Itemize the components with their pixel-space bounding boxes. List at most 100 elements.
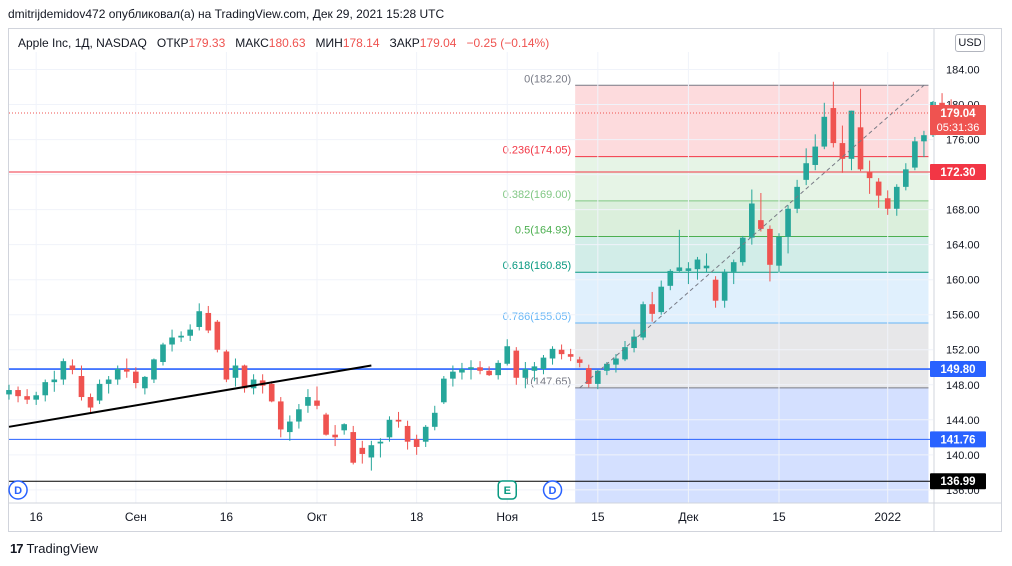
candle-body[interactable]	[531, 366, 538, 371]
candle-body[interactable]	[558, 349, 565, 355]
candle-body[interactable]	[749, 203, 755, 238]
candle-body[interactable]	[296, 409, 302, 422]
candle-body[interactable]	[123, 369, 130, 372]
candle-body[interactable]	[658, 286, 665, 313]
candle-body[interactable]	[178, 335, 184, 338]
candle-body[interactable]	[513, 350, 520, 378]
candle-body[interactable]	[912, 141, 918, 168]
candle-body[interactable]	[595, 370, 601, 384]
candle-body[interactable]	[151, 359, 157, 380]
candle-body[interactable]	[277, 401, 284, 430]
candle-body[interactable]	[413, 439, 420, 447]
candle-body[interactable]	[323, 414, 329, 435]
candle-body[interactable]	[703, 265, 710, 269]
candle-body[interactable]	[232, 365, 239, 378]
candle-body[interactable]	[694, 259, 701, 270]
candle-body[interactable]	[767, 228, 773, 265]
candle-body[interactable]	[15, 390, 21, 397]
candle-body[interactable]	[839, 143, 846, 159]
candle-body[interactable]	[341, 424, 347, 431]
candle-body[interactable]	[60, 361, 67, 380]
candle-body[interactable]	[730, 262, 737, 272]
candle-body[interactable]	[585, 368, 592, 384]
candle-body[interactable]	[866, 171, 873, 179]
earnings-marker[interactable]	[497, 480, 517, 500]
candle-body[interactable]	[287, 421, 293, 433]
candle-body[interactable]	[87, 397, 94, 408]
candle-body[interactable]	[305, 397, 311, 406]
candle-body[interactable]	[441, 378, 447, 403]
candle-body[interactable]	[459, 369, 465, 373]
candle-body[interactable]	[667, 270, 674, 286]
candle-body[interactable]	[133, 371, 139, 384]
candle-body[interactable]	[622, 347, 628, 360]
candle-body[interactable]	[196, 311, 203, 327]
candle-body[interactable]	[812, 146, 819, 165]
candle-body[interactable]	[241, 365, 248, 389]
candle-body[interactable]	[404, 425, 411, 442]
dividend-marker[interactable]	[8, 480, 28, 500]
candle-body[interactable]	[857, 127, 864, 170]
candle-body[interactable]	[422, 426, 429, 442]
candle-body[interactable]	[649, 304, 655, 314]
candle-body[interactable]	[450, 371, 456, 379]
candle-body[interactable]	[576, 359, 583, 363]
candle-body[interactable]	[332, 434, 338, 438]
candle-body[interactable]	[758, 220, 764, 229]
candle-body[interactable]	[676, 267, 683, 271]
candle-body[interactable]	[848, 110, 855, 159]
candle-body[interactable]	[187, 329, 193, 336]
candle-body[interactable]	[794, 186, 800, 209]
candle-body[interactable]	[69, 365, 76, 370]
candle-body[interactable]	[431, 412, 438, 427]
candle-body[interactable]	[540, 357, 547, 370]
candle-body[interactable]	[314, 400, 320, 406]
candle-body[interactable]	[24, 396, 30, 400]
candle-body[interactable]	[921, 135, 927, 142]
candle-body[interactable]	[495, 362, 501, 376]
candle-body[interactable]	[640, 304, 646, 338]
candle-body[interactable]	[78, 376, 85, 398]
candle-body[interactable]	[613, 358, 619, 365]
candle-body[interactable]	[350, 432, 357, 463]
candle-body[interactable]	[803, 163, 809, 180]
candle-body[interactable]	[169, 337, 175, 345]
candle-body[interactable]	[114, 369, 121, 380]
candle-body[interactable]	[395, 419, 402, 422]
candle-body[interactable]	[160, 344, 166, 363]
currency-button[interactable]: USD	[955, 34, 985, 52]
trendline[interactable]	[8, 364, 372, 428]
candle-body[interactable]	[42, 382, 49, 396]
candle-body[interactable]	[875, 181, 882, 196]
candle-body[interactable]	[377, 441, 384, 444]
candle-body[interactable]	[477, 367, 483, 371]
candle-body[interactable]	[712, 279, 719, 301]
candle-body[interactable]	[142, 376, 148, 389]
candle-body[interactable]	[785, 208, 791, 237]
candle-body[interactable]	[893, 186, 900, 209]
candle-body[interactable]	[776, 236, 782, 266]
candle-body[interactable]	[368, 445, 375, 458]
candle-body[interactable]	[223, 351, 230, 380]
candle-body[interactable]	[205, 312, 212, 331]
candle-body[interactable]	[685, 268, 692, 271]
dividend-marker[interactable]	[542, 480, 563, 500]
candle-body[interactable]	[522, 369, 529, 378]
candle-body[interactable]	[721, 271, 728, 301]
candle-body[interactable]	[96, 383, 103, 401]
candle-body[interactable]	[33, 395, 39, 400]
candle-body[interactable]	[830, 108, 837, 144]
candle-body[interactable]	[739, 237, 746, 263]
candle-body[interactable]	[386, 419, 393, 438]
candle-body[interactable]	[6, 390, 12, 395]
candle-body[interactable]	[359, 447, 366, 454]
candle-body[interactable]	[884, 198, 891, 209]
candle-body[interactable]	[51, 379, 58, 383]
candle-body[interactable]	[105, 379, 112, 384]
candle-body[interactable]	[250, 379, 257, 389]
candle-body[interactable]	[504, 346, 511, 364]
candle-body[interactable]	[268, 383, 275, 402]
candle-body[interactable]	[468, 367, 474, 370]
candle-body[interactable]	[604, 363, 610, 371]
